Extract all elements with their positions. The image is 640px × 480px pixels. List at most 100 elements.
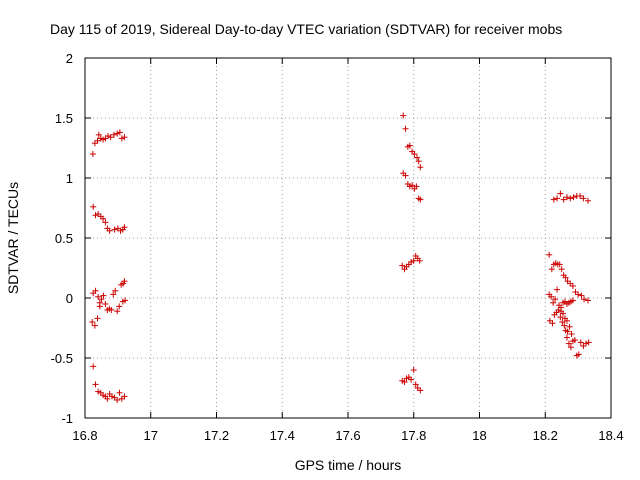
- data-point: [95, 388, 102, 395]
- data-point: [98, 296, 105, 303]
- data-point: [577, 193, 584, 199]
- data-point: [94, 315, 101, 322]
- data-point: [116, 129, 123, 136]
- data-point: [122, 297, 129, 304]
- data-point: [556, 261, 563, 268]
- data-point: [121, 278, 128, 285]
- data-point: [563, 317, 570, 324]
- data-point: [417, 387, 424, 394]
- data-point: [417, 164, 424, 171]
- data-point: [566, 323, 573, 330]
- data-point: [557, 190, 564, 197]
- data-point: [563, 334, 570, 341]
- y-tick-label: -1: [61, 411, 73, 426]
- data-point: [92, 212, 99, 219]
- data-point: [585, 339, 592, 346]
- x-tick-label: 18.4: [598, 428, 623, 443]
- data-point: [411, 151, 418, 157]
- data-point: [563, 194, 570, 201]
- data-point: [400, 112, 407, 119]
- x-tick-label: 17.6: [335, 428, 360, 443]
- y-tick-label: 1: [66, 171, 73, 186]
- data-point: [417, 196, 424, 203]
- x-tick-label: 17: [144, 428, 158, 443]
- axis-ticks: 16.8 17 17.2 17.4 17.6 17.8 18 18.2 18.4 -1 -0.5 0 0…: [51, 51, 624, 443]
- x-tick-label: 17.8: [401, 428, 426, 443]
- data-point: [401, 379, 408, 385]
- chart-title: Day 115 of 2019, Sidereal Day-to-day VTE…: [50, 21, 562, 37]
- data-point: [412, 381, 419, 388]
- y-tick-label: 0: [66, 291, 73, 306]
- data-point: [562, 274, 569, 281]
- data-point: [546, 251, 553, 258]
- data-point: [560, 310, 567, 317]
- data-point: [94, 137, 101, 144]
- y-axis-label: SDTVAR / TECUs: [5, 182, 21, 294]
- data-point: [108, 307, 115, 313]
- data-point: [116, 303, 123, 310]
- x-tick-label: 18.2: [533, 428, 558, 443]
- data-point: [583, 340, 590, 347]
- data-point: [580, 195, 587, 202]
- data-point: [402, 172, 409, 179]
- data-point: [414, 154, 421, 161]
- data-point: [92, 287, 99, 294]
- data-point: [557, 314, 564, 321]
- data-point: [95, 293, 102, 300]
- data-point: [102, 219, 109, 226]
- data-point: [111, 226, 118, 233]
- data-point: [552, 296, 559, 303]
- data-point: [578, 292, 585, 299]
- data-point: [550, 196, 557, 203]
- data-point: [554, 286, 561, 293]
- y-tick-label: -0.5: [51, 351, 73, 366]
- data-point: [567, 344, 574, 351]
- data-point: [413, 183, 420, 190]
- data-point: [577, 339, 584, 346]
- data-point: [102, 301, 109, 307]
- data-point: [114, 397, 121, 403]
- grid-lines: [85, 58, 611, 418]
- data-point: [565, 340, 572, 347]
- data-point: [567, 195, 574, 202]
- data-point: [415, 158, 422, 165]
- data-point: [561, 322, 568, 329]
- data-point: [409, 182, 416, 189]
- data-point: [90, 203, 97, 210]
- data-point: [114, 308, 121, 315]
- data-point: [121, 393, 128, 400]
- data-point: [569, 283, 576, 289]
- data-point: [90, 363, 97, 370]
- data-point: [558, 266, 565, 273]
- y-tick-label: 1.5: [55, 111, 73, 126]
- data-point: [91, 322, 98, 329]
- y-tick-label: 2: [66, 51, 73, 66]
- data-point: [116, 389, 123, 396]
- data-point: [559, 319, 566, 325]
- data-point: [104, 395, 111, 402]
- data-point: [100, 292, 107, 299]
- data-point: [89, 151, 96, 157]
- data-point: [110, 291, 117, 298]
- data-point: [106, 227, 113, 234]
- data-point: [108, 393, 115, 400]
- data-point: [89, 319, 96, 325]
- data-point: [406, 142, 413, 149]
- data-point: [96, 303, 103, 310]
- data-point: [584, 297, 591, 304]
- data-point: [550, 299, 557, 306]
- data-point: [95, 131, 102, 138]
- data-point: [568, 331, 575, 337]
- data-point: [402, 125, 409, 132]
- data-point: [581, 296, 588, 303]
- data-point: [112, 287, 119, 294]
- data-point: [118, 135, 125, 142]
- data-point: [105, 133, 112, 139]
- data-point: [554, 195, 561, 202]
- data-point: [560, 196, 567, 203]
- data-point: [570, 194, 577, 201]
- y-tick-label: 0.5: [55, 231, 73, 246]
- data-point: [410, 367, 417, 373]
- data-point: [584, 197, 591, 204]
